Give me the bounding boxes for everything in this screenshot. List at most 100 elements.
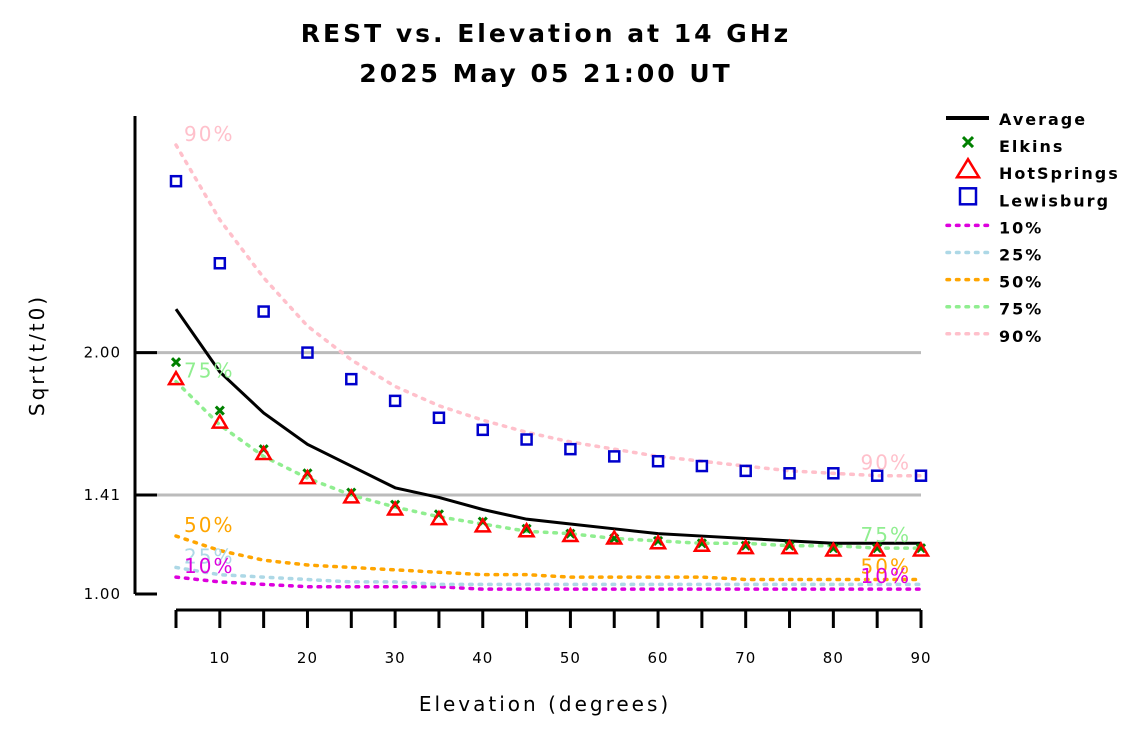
x-tick-label: 80 bbox=[823, 649, 844, 667]
series-average bbox=[174, 308, 921, 545]
annotation-50pct-end: 50% bbox=[861, 555, 911, 579]
series-lewisburg-point bbox=[388, 394, 402, 408]
legend-item-elkins-label: Elkins bbox=[999, 137, 1064, 156]
series-elkins-point bbox=[915, 543, 927, 554]
y-tick-label: 1.00 bbox=[84, 585, 121, 603]
x-marker-stroke bbox=[521, 523, 532, 534]
y-ticks: 1.00 1.41 2.00 bbox=[84, 344, 157, 603]
x-tick-label: 10 bbox=[209, 649, 230, 667]
series-elkins-point bbox=[170, 357, 182, 368]
annotation-75pct-end: 75% bbox=[861, 523, 911, 547]
legend-item-hotsprings-swatch bbox=[954, 156, 982, 179]
legend-item-lewisburg-label: Lewisburg bbox=[999, 191, 1110, 210]
series-lewisburg-point bbox=[169, 174, 183, 188]
y-tick-label: 1.41 bbox=[84, 486, 121, 504]
series-90pct-line bbox=[174, 143, 923, 478]
series-hotsprings-point bbox=[429, 509, 449, 526]
x-marker-stroke bbox=[740, 540, 751, 551]
x-marker-stroke bbox=[696, 538, 707, 549]
series-hotsprings-point bbox=[517, 521, 536, 538]
series-lewisburg-point bbox=[651, 454, 665, 468]
series-elkins-point bbox=[784, 540, 795, 551]
annotation-90pct-end: 90% bbox=[861, 451, 911, 475]
series-hotsprings-point bbox=[824, 541, 843, 557]
series-lewisburg-point bbox=[345, 372, 358, 386]
x-tick-label: 70 bbox=[735, 649, 756, 667]
series-elkins-point bbox=[652, 535, 664, 546]
series-hotsprings-point bbox=[780, 538, 799, 555]
series-10pct bbox=[174, 575, 923, 591]
legend-item-average: Average bbox=[946, 110, 1087, 129]
series-elkins-point bbox=[565, 528, 576, 539]
legend-item-average-label: Average bbox=[999, 110, 1087, 129]
x-marker-stroke bbox=[784, 540, 795, 551]
legend-item-10pct-label: 10% bbox=[999, 218, 1043, 237]
x-tick-label: 60 bbox=[648, 649, 669, 667]
series-elkins-point bbox=[521, 523, 532, 534]
gridlines bbox=[135, 351, 921, 497]
y-axis-label: Sqrt(t/t0) bbox=[25, 294, 49, 416]
series-10pct-line bbox=[174, 575, 923, 591]
series-lewisburg-point bbox=[827, 467, 840, 480]
series-hotsprings-point bbox=[561, 526, 580, 543]
percentile-labels: 90%75%50%25%10%90%75%50%10% bbox=[184, 122, 911, 588]
series-elkins-point bbox=[872, 543, 883, 554]
series-75pct-line bbox=[174, 379, 923, 550]
series-25pct bbox=[174, 565, 923, 587]
legend-item-lewisburg: Lewisburg bbox=[958, 187, 1110, 210]
series-hotsprings-point bbox=[868, 541, 887, 557]
series-lewisburg-point bbox=[432, 411, 446, 425]
x-marker-stroke bbox=[565, 528, 576, 539]
x-marker-stroke bbox=[652, 535, 664, 546]
annotation-90pct-start: 90% bbox=[184, 122, 234, 146]
x-marker-stroke bbox=[828, 543, 839, 554]
legend-item-90pct-label: 90% bbox=[999, 327, 1043, 346]
x-tick-label: 90 bbox=[910, 649, 931, 667]
legend-item-25pct: 25% bbox=[945, 246, 1041, 265]
series-hotsprings-point bbox=[342, 487, 361, 504]
chart-subtitle: 2025 May 05 21:00 UT bbox=[359, 59, 732, 88]
series-lewisburg-point bbox=[695, 459, 709, 473]
annotation-10pct-end: 10% bbox=[861, 564, 911, 588]
legend-item-hotsprings-label: HotSprings bbox=[999, 164, 1120, 183]
axes bbox=[133, 116, 921, 612]
series-lewisburg-point bbox=[607, 450, 621, 463]
series-elkins-point bbox=[828, 543, 839, 554]
series-elkins-point bbox=[740, 540, 751, 551]
plot-area bbox=[166, 143, 931, 591]
series-25pct-line bbox=[174, 565, 923, 587]
x-marker-stroke bbox=[214, 405, 225, 416]
series-lewisburg-point bbox=[914, 469, 928, 482]
legend-item-50pct: 50% bbox=[945, 273, 1041, 292]
y-tick-label: 2.00 bbox=[84, 344, 121, 362]
chart-title: REST vs. Elevation at 14 GHz bbox=[301, 19, 791, 48]
annotation-10pct-start: 10% bbox=[184, 554, 234, 578]
series-hotsprings-point bbox=[736, 538, 755, 555]
series-lewisburg-point bbox=[520, 433, 533, 446]
series-lewisburg-point bbox=[564, 442, 577, 456]
annotation-50pct-start: 50% bbox=[184, 513, 234, 537]
x-tick-label: 40 bbox=[472, 649, 493, 667]
x-axis-label: Elevation (degrees) bbox=[419, 692, 671, 716]
legend: Average Elkins HotSprings Lewisburg 10% 25% 50… bbox=[945, 110, 1120, 346]
legend-item-elkins-swatch bbox=[961, 136, 975, 149]
series-hotsprings-point bbox=[254, 444, 273, 461]
series-hotsprings-point bbox=[166, 369, 186, 386]
series-lewisburg-point bbox=[257, 305, 270, 318]
series-hotsprings-point bbox=[605, 528, 624, 545]
legend-item-elkins: Elkins bbox=[961, 136, 1064, 156]
x-tick-label: 30 bbox=[385, 649, 406, 667]
series-hotsprings-point bbox=[298, 468, 317, 485]
series-hotsprings-point bbox=[648, 533, 668, 550]
series-hotsprings-point bbox=[692, 536, 712, 552]
legend-item-lewisburg-swatch bbox=[958, 187, 978, 206]
legend-item-75pct: 75% bbox=[945, 300, 1041, 319]
series-elkins-point bbox=[214, 405, 225, 416]
series-hotsprings-point bbox=[473, 516, 492, 533]
series-lewisburg-point bbox=[739, 464, 752, 478]
legend-item-90pct: 90% bbox=[945, 327, 1043, 346]
annotation-75pct-start: 75% bbox=[184, 359, 234, 383]
x-tick-label: 50 bbox=[560, 649, 581, 667]
series-lewisburg-point bbox=[301, 346, 314, 359]
